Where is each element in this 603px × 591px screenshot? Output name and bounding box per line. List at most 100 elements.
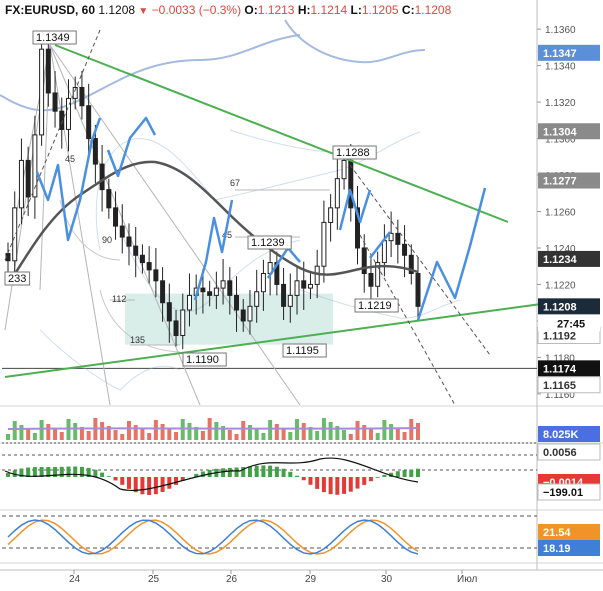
volume-bar bbox=[59, 432, 64, 440]
candle-body bbox=[86, 105, 92, 140]
macd-bar bbox=[140, 477, 145, 495]
candle-body bbox=[173, 320, 179, 337]
indicator-tag bbox=[538, 540, 600, 556]
price-tick-label: 1.1360 bbox=[545, 25, 576, 36]
annotation-box bbox=[247, 235, 292, 250]
macd-bar bbox=[335, 477, 340, 495]
volume-bar bbox=[12, 421, 17, 440]
candle-body bbox=[92, 138, 98, 165]
volume-bar bbox=[174, 432, 179, 440]
volume-bar bbox=[227, 430, 232, 440]
price-candles bbox=[5, 32, 421, 350]
indicator-tag bbox=[538, 524, 600, 540]
volume-bar bbox=[26, 429, 31, 440]
low-value: 1.1205 bbox=[361, 3, 399, 17]
band-line bbox=[284, 19, 426, 64]
candle-body bbox=[301, 280, 307, 289]
volume-bar bbox=[86, 431, 91, 440]
volume-bar bbox=[147, 433, 152, 440]
price-tag-label: 1.1347 bbox=[543, 48, 577, 60]
volume-bar bbox=[221, 426, 226, 440]
candle-body bbox=[65, 97, 71, 130]
volume-bar bbox=[66, 419, 71, 440]
annotation-box bbox=[282, 343, 327, 358]
resistance-trendline bbox=[54, 44, 509, 223]
price-tick-label: 1.1320 bbox=[545, 98, 576, 109]
macd-bar bbox=[12, 470, 17, 477]
volume-bar bbox=[106, 426, 111, 440]
band-line bbox=[39, 329, 181, 391]
volume-bar bbox=[73, 423, 78, 440]
macd-bar bbox=[73, 466, 78, 477]
indicator-tag bbox=[537, 443, 601, 461]
candle-body bbox=[12, 207, 18, 262]
macd-bar bbox=[180, 477, 185, 481]
annotation-label: 1.1349 bbox=[36, 32, 70, 44]
candle-body bbox=[180, 309, 186, 337]
macd-bar bbox=[174, 477, 179, 485]
candle-body bbox=[294, 280, 300, 296]
candle-body bbox=[18, 159, 24, 209]
candle-body bbox=[79, 86, 85, 107]
macd-bar bbox=[106, 476, 111, 477]
down-arrow-icon: ▼ bbox=[138, 6, 149, 17]
candle-body bbox=[133, 245, 139, 256]
candle-body bbox=[45, 48, 51, 94]
macd-bar bbox=[348, 477, 353, 492]
candle-body bbox=[254, 291, 260, 307]
price-axis[interactable]: 1.13601.13401.13201.13001.12801.12601.12… bbox=[537, 25, 601, 556]
band-line bbox=[0, 34, 301, 112]
price-tag-label: 1.1192 bbox=[543, 331, 576, 343]
volume-bar bbox=[261, 433, 266, 440]
date-label: 26 bbox=[226, 574, 238, 585]
fan-line bbox=[49, 44, 301, 406]
annotation-label: 1.1190 bbox=[186, 354, 219, 366]
volume-bar bbox=[274, 424, 279, 440]
macd-bar bbox=[19, 468, 24, 477]
macd-bar bbox=[375, 477, 380, 478]
volume-bar bbox=[389, 424, 394, 440]
volume-bars bbox=[6, 418, 420, 440]
open-label: O: bbox=[244, 3, 258, 17]
price-tag-label: 1.1304 bbox=[543, 126, 578, 138]
candle-body bbox=[119, 225, 125, 238]
countdown-box bbox=[538, 315, 600, 332]
projection-path[interactable] bbox=[35, 116, 487, 321]
price-tick-label: 1.1300 bbox=[545, 135, 576, 146]
macd-bar bbox=[362, 477, 367, 485]
date-label: 29 bbox=[305, 574, 317, 585]
annotation-box bbox=[354, 298, 399, 313]
annotation-box bbox=[4, 271, 31, 286]
macd-bar bbox=[53, 466, 58, 477]
projection-zigzag bbox=[35, 117, 102, 242]
macd-bar bbox=[395, 471, 400, 477]
volume-bar bbox=[133, 425, 138, 440]
price-tag-label: 1.1277 bbox=[543, 175, 577, 187]
fib-label: 90 bbox=[102, 235, 112, 245]
candle-body bbox=[186, 294, 192, 311]
volume-bar bbox=[39, 420, 44, 440]
annotation-box bbox=[182, 352, 227, 367]
volume-bar bbox=[6, 434, 10, 440]
macd-bar bbox=[308, 477, 313, 485]
macd-bar bbox=[194, 473, 199, 477]
high-label: H: bbox=[297, 3, 311, 17]
volume-bar bbox=[288, 432, 293, 440]
macd-bar bbox=[160, 477, 165, 492]
price-tag-label: 1.1208 bbox=[543, 301, 577, 313]
volume-bar bbox=[19, 425, 24, 440]
candle-body bbox=[59, 110, 65, 130]
volume-bar bbox=[126, 421, 131, 440]
volume-bar bbox=[214, 422, 219, 440]
volume-bar bbox=[335, 426, 340, 440]
candle-body bbox=[207, 291, 213, 296]
candle-body bbox=[139, 254, 145, 264]
candle-body bbox=[213, 287, 219, 296]
date-label: Июл bbox=[457, 574, 477, 585]
trend-lines[interactable] bbox=[4, 29, 542, 406]
date-axis[interactable]: 24 25 26 29 30 Июл bbox=[69, 570, 477, 585]
fan-line bbox=[49, 44, 111, 406]
macd-bar bbox=[6, 473, 10, 477]
band-line bbox=[299, 289, 461, 319]
